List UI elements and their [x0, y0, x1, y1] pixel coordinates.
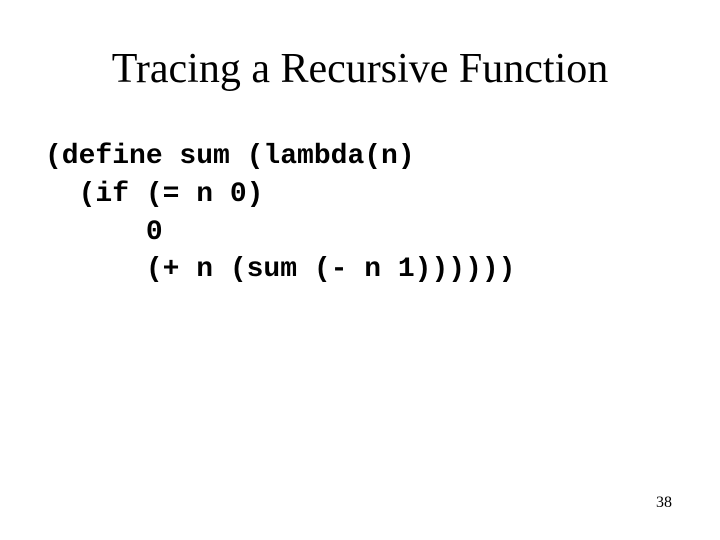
code-block: (define sum (lambda(n) (if (= n 0) 0 (+ …: [45, 138, 675, 289]
code-line-4: (+ n (sum (- n 1)))))): [45, 254, 515, 285]
code-line-3: 0: [45, 217, 163, 248]
code-line-2: (if (= n 0): [45, 179, 263, 210]
code-line-1: (define sum (lambda(n): [45, 141, 415, 172]
slide-title: Tracing a Recursive Function: [45, 45, 675, 93]
page-number: 38: [656, 494, 672, 512]
slide-container: Tracing a Recursive Function (define sum…: [0, 0, 720, 540]
